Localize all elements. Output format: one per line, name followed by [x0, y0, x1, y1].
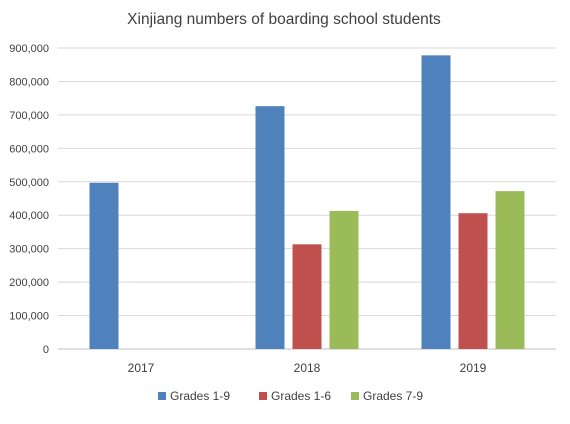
- legend-swatch: [158, 392, 166, 400]
- y-tick-label: 0: [43, 344, 49, 356]
- y-axis-tick-labels: 0 100,000 200,000 300,000 400,000 500,000 600,…: [9, 43, 49, 356]
- y-tick-label: 800,000: [9, 76, 49, 88]
- y-tick-label: 400,000: [9, 210, 49, 222]
- bar-grades-1-6-2019: [458, 213, 488, 349]
- bar-grades-1-6-2018: [292, 244, 322, 349]
- bar-grades-1-9-2018: [255, 106, 285, 350]
- y-tick-label: 900,000: [9, 43, 49, 55]
- bar-grades-1-9-2017: [89, 182, 119, 349]
- y-tick-label: 300,000: [9, 244, 49, 256]
- legend-swatch: [351, 392, 359, 400]
- bar-grades-7-9-2018: [329, 210, 359, 349]
- bar-grades-7-9-2019: [495, 191, 525, 349]
- x-tick-label: 2019: [460, 361, 487, 375]
- legend-swatch: [259, 392, 267, 400]
- y-tick-label: 100,000: [9, 311, 49, 323]
- y-tick-label: 700,000: [9, 110, 49, 122]
- legend: Grades 1-9 Grades 1-6 Grades 7-9: [158, 389, 423, 403]
- x-tick-label: 2017: [128, 361, 155, 375]
- legend-label: Grades 1-9: [170, 389, 230, 403]
- bars: [89, 55, 525, 350]
- y-tick-label: 200,000: [9, 277, 49, 289]
- x-tick-label: 2018: [294, 361, 321, 375]
- x-axis-tick-labels: 2017 2018 2019: [128, 361, 487, 375]
- legend-label: Grades 1-6: [271, 389, 331, 403]
- gridlines: [58, 47, 556, 350]
- chart-title: Xinjiang numbers of boarding school stud…: [127, 11, 441, 28]
- legend-label: Grades 7-9: [363, 389, 423, 403]
- bar-grades-1-9-2019: [421, 55, 451, 349]
- y-tick-label: 600,000: [9, 143, 49, 155]
- y-tick-label: 500,000: [9, 177, 49, 189]
